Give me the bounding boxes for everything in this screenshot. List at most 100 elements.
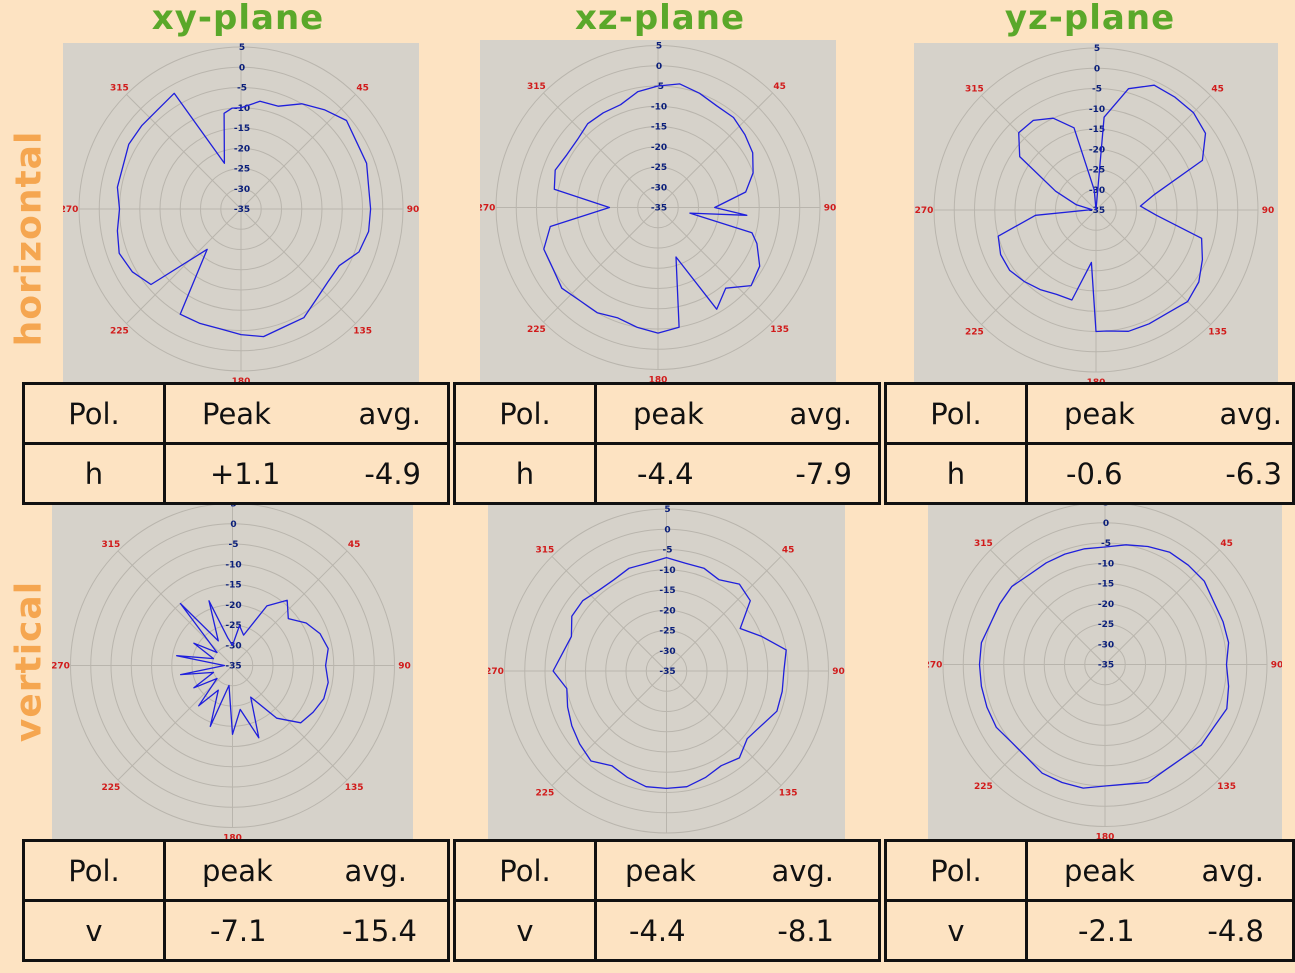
angle-tick-label: 225: [974, 782, 993, 792]
polar-chart-svg: 0459013518022527031550-5-10-15-20-25-30-…: [52, 499, 411, 841]
values-header: Peak avg.: [163, 382, 450, 445]
radial-tick-label: 0: [1094, 64, 1100, 74]
angle-tick-label: 270: [480, 204, 495, 214]
peak-value: -7.1: [210, 913, 267, 948]
angle-tick-label: 315: [527, 82, 546, 92]
radial-tick-label: -25: [225, 621, 241, 631]
angle-tick-label: 225: [535, 789, 554, 799]
angle-tick-label: 135: [345, 783, 364, 793]
radial-tick-label: 5: [1094, 44, 1100, 54]
grid-spoke: [126, 94, 242, 210]
polar-chart-svg: 0459013518022527031550-5-10-15-20-25-30-…: [63, 43, 419, 383]
radial-tick-label: -25: [1098, 620, 1114, 630]
grid-spoke: [551, 670, 667, 786]
radial-tick-label: -10: [651, 102, 667, 112]
pattern-trace: [552, 556, 787, 790]
peak-value: -2.1: [1078, 913, 1135, 948]
angle-tick-label: 45: [782, 545, 795, 555]
polar-grid: [933, 47, 1259, 373]
table-row: Pol. peak avg.: [884, 839, 1295, 902]
radial-tick-label: -25: [651, 163, 667, 173]
grid-spoke: [543, 207, 659, 323]
grid-spoke: [240, 208, 356, 324]
angle-tick-label: 270: [928, 661, 942, 671]
avg-value: -7.9: [795, 456, 852, 491]
radial-tick-label: -5: [229, 540, 239, 550]
title-xy-plane: xy-plane: [151, 0, 325, 38]
angle-tick-label: 45: [356, 83, 369, 93]
radial-tick-label: -30: [1098, 640, 1114, 650]
radial-tick-label: -10: [1089, 105, 1105, 115]
grid-spoke: [117, 550, 233, 666]
angle-tick-label: 135: [779, 789, 798, 799]
peak-value: -4.4: [629, 913, 686, 948]
polar-plot-xy-vertical: 0459013518022527031550-5-10-15-20-25-30-…: [52, 499, 413, 840]
radial-tick-label: -25: [234, 165, 250, 175]
pol-value: h: [22, 442, 166, 505]
radial-tick-label: -15: [234, 124, 250, 134]
polar-grid: [504, 508, 829, 834]
pol-value: v: [22, 899, 166, 962]
pattern-trace: [116, 92, 372, 338]
stats-table-xy-h: Pol. Peak avg. h +1.1 -4.9: [22, 382, 450, 505]
radial-tick-label: 5: [656, 42, 662, 52]
polar-plot-yz-horizontal: 0459013518022527031550-5-10-15-20-25-30-…: [914, 43, 1278, 385]
radial-tick-label: -15: [225, 581, 241, 591]
table-row: h -0.6 -6.3: [884, 442, 1295, 505]
radial-tick-label: -15: [651, 123, 667, 133]
row-label-horizontal: horizontal: [8, 130, 50, 347]
radial-tick-label: 5: [239, 43, 245, 53]
values-cell: -4.4 -7.9: [594, 442, 881, 505]
angle-tick-label: 315: [110, 83, 129, 93]
grid-spoke: [657, 92, 773, 208]
radial-tick-label: -30: [225, 641, 241, 651]
values-cell: +1.1 -4.9: [163, 442, 450, 505]
radial-tick-label: -20: [225, 601, 241, 611]
polar-plot-yz-vertical: 0459013518022527031550-5-10-15-20-25-30-…: [928, 497, 1282, 840]
peak-header: peak: [625, 853, 696, 888]
grid-spoke: [1095, 209, 1211, 325]
peak-header: peak: [633, 396, 704, 431]
values-cell: -7.1 -15.4: [163, 899, 450, 962]
angle-tick-label: 270: [915, 206, 934, 216]
pattern-trace: [176, 599, 329, 739]
avg-header: avg.: [358, 396, 421, 431]
grid-spoke: [981, 209, 1097, 325]
pol-header: Pol.: [453, 839, 597, 902]
pattern-trace: [978, 544, 1230, 789]
polar-chart-svg: 0459013518022527031550-5-10-15-20-25-30-…: [915, 43, 1275, 385]
radial-tick-label: -5: [654, 82, 664, 92]
radial-tick-label: -20: [1089, 145, 1105, 155]
angle-tick-label: 270: [63, 205, 78, 215]
angle-tick-label: 135: [1208, 328, 1227, 338]
angle-tick-label: 0: [655, 40, 661, 42]
radial-tick-label: -35: [659, 667, 675, 677]
radial-tick-label: -25: [1089, 166, 1105, 176]
pol-header: Pol.: [22, 839, 166, 902]
radial-tick-label: -25: [659, 627, 675, 637]
pol-header: Pol.: [884, 382, 1028, 445]
polar-grid: [495, 45, 821, 370]
table-row: Pol. Peak avg.: [22, 382, 450, 445]
values-header: peak avg.: [594, 839, 881, 902]
angle-tick-label: 225: [101, 783, 120, 793]
angle-tick-label: 315: [101, 540, 120, 550]
polar-chart-svg: 0459013518022527031550-5-10-15-20-25-30-…: [480, 40, 836, 383]
values-header: peak avg.: [594, 382, 881, 445]
grid-spoke: [990, 664, 1106, 780]
polar-plot-xz-horizontal: 0459013518022527031550-5-10-15-20-25-30-…: [480, 40, 836, 383]
angle-tick-label: 270: [488, 667, 504, 677]
grid-spoke: [117, 665, 233, 781]
radial-tick-label: -35: [651, 204, 667, 214]
table-row: v -7.1 -15.4: [22, 899, 450, 962]
avg-value: -6.3: [1225, 456, 1282, 491]
radial-tick-label: -30: [659, 647, 675, 657]
avg-value: -15.4: [341, 913, 417, 948]
grid-spoke: [232, 665, 348, 781]
angle-tick-label: 315: [535, 545, 554, 555]
angle-tick-label: 180: [223, 834, 242, 841]
table-row: Pol. peak avg.: [453, 382, 881, 445]
table-row: v -4.4 -8.1: [453, 899, 881, 962]
values-header: peak avg.: [1025, 839, 1295, 902]
angle-tick-label: 180: [232, 377, 251, 383]
